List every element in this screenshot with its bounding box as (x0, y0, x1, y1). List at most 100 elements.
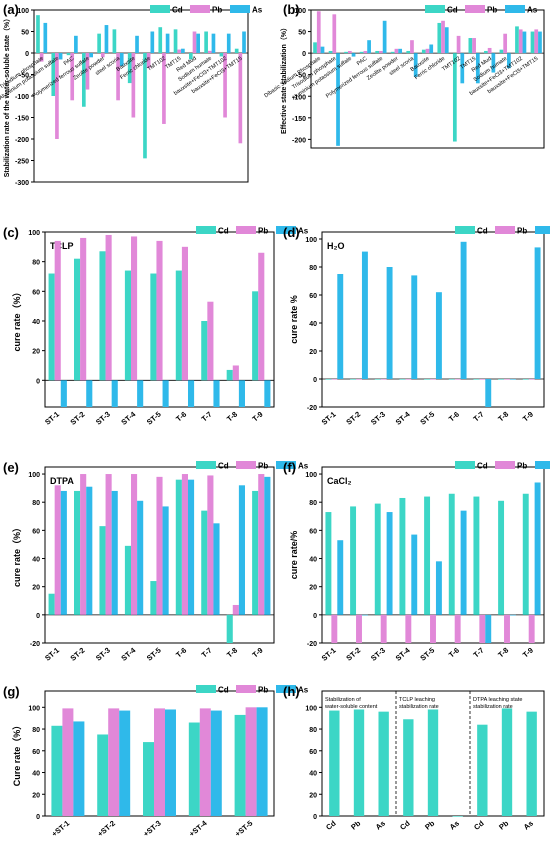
bar-value (501, 708, 513, 816)
bar-pb (356, 379, 362, 380)
bar-cd (48, 273, 55, 381)
y-tick-label: -200 (292, 137, 306, 144)
y-tick-label: 60 (32, 749, 40, 756)
bar-as (213, 380, 220, 407)
y-tick-label: 0 (36, 613, 40, 620)
x-tick-label: Cd (324, 818, 338, 832)
bar-cd (66, 53, 71, 56)
group-note-line: DTPA leaching state (473, 697, 522, 703)
bar-as (485, 379, 492, 407)
legend-swatch-as (505, 5, 525, 13)
group-note-line: stabilization rate (473, 704, 513, 710)
bar-as (507, 53, 511, 69)
bar-cd (74, 490, 81, 615)
bar-cd (350, 506, 357, 615)
x-tick-label: ST-1 (43, 410, 61, 427)
panel-label: (f) (283, 460, 296, 475)
x-tick-label: As (374, 819, 387, 832)
bar-pb (100, 53, 105, 58)
bar-cd (325, 379, 332, 380)
bar-pb (207, 475, 214, 615)
bar-pb (207, 301, 214, 381)
bar-as (135, 35, 139, 53)
x-tick-label: ST-4 (119, 409, 138, 427)
y-tick-label: -20 (307, 405, 317, 412)
legend-label-as: As (527, 6, 538, 15)
bar-cd (484, 50, 488, 54)
bar-pb (154, 708, 165, 816)
bar-as (86, 380, 93, 407)
y-tick-label: 0 (36, 814, 40, 821)
legend-swatch-pb (190, 5, 210, 13)
y-tick-label: 0 (313, 613, 317, 620)
x-tick-label: T-8 (225, 410, 239, 424)
group-note-line: TCLP leaching (399, 697, 435, 703)
legend-swatch-as (230, 5, 250, 13)
legend-swatch-as (535, 461, 550, 469)
y-tick-label: -150 (15, 116, 29, 123)
bar-cd (74, 258, 81, 381)
bar-value (329, 710, 340, 816)
bar-as (196, 33, 201, 53)
y-tick-label: -150 (292, 116, 306, 123)
legend-swatch-pb (465, 5, 485, 13)
bar-cd (173, 29, 178, 53)
bar-as (435, 292, 442, 379)
bar-pb (405, 614, 412, 643)
bar-cd (150, 581, 157, 615)
bar-pb (528, 379, 535, 380)
y-tick-label: 40 (32, 557, 40, 564)
y-axis-label: cure rate % (289, 295, 299, 344)
bar-pb (410, 40, 414, 54)
chart-panel-0: (a)100 50 0 -50 -100 -150 -200 -250 -300 Stabiliz… (0, 2, 263, 187)
y-tick-label: 40 (309, 557, 317, 564)
x-tick-label: T-6 (174, 410, 188, 424)
bar-pb (108, 708, 120, 816)
bar-cd (522, 379, 529, 380)
bar-as (213, 523, 220, 615)
plot-frame (33, 9, 249, 183)
legend-label-as: As (252, 6, 263, 15)
bar-pb (347, 50, 352, 54)
bar-cd (124, 270, 132, 381)
bar-as (367, 40, 371, 54)
bar-cd (143, 742, 155, 816)
bar-cd (421, 49, 426, 54)
bar-pb (116, 53, 120, 101)
bar-pb (331, 379, 338, 380)
bar-as (509, 614, 516, 616)
x-tick-label: PAC (63, 56, 76, 67)
bar-pb (528, 614, 535, 643)
legend-label-pb: Pb (212, 6, 222, 15)
group-note: Stabilization of water-soluble content (324, 697, 378, 710)
bar-pb (146, 53, 151, 69)
bar-as (211, 33, 216, 53)
chart-title: CaCl₂ (327, 476, 352, 486)
bar-pb (80, 237, 87, 381)
bar-as (86, 486, 93, 615)
bar-cd (374, 379, 381, 380)
y-tick-label: 40 (309, 321, 317, 328)
bar-cd (51, 53, 56, 96)
y-tick-label: 60 (32, 528, 40, 535)
bar-cd (448, 379, 455, 380)
legend-swatch-as (276, 685, 296, 693)
bar-cd (201, 320, 208, 381)
bar-as (181, 48, 185, 53)
x-tick-label: T-9 (521, 410, 535, 424)
bar-cd (219, 53, 224, 57)
bar-cd (99, 251, 106, 381)
x-tick-label: ST-4 (119, 645, 138, 663)
legend-swatch-as (535, 226, 550, 234)
x-tick-label: T-8 (225, 646, 239, 660)
x-tick-label: +ST-3 (142, 819, 163, 839)
panel-label: (h) (283, 684, 300, 699)
bar-as (475, 53, 480, 84)
panel-label: (b) (283, 2, 300, 17)
y-tick-label: 60 (32, 289, 40, 296)
x-tick-label: T-7 (200, 410, 214, 424)
bar-cd (359, 51, 364, 54)
